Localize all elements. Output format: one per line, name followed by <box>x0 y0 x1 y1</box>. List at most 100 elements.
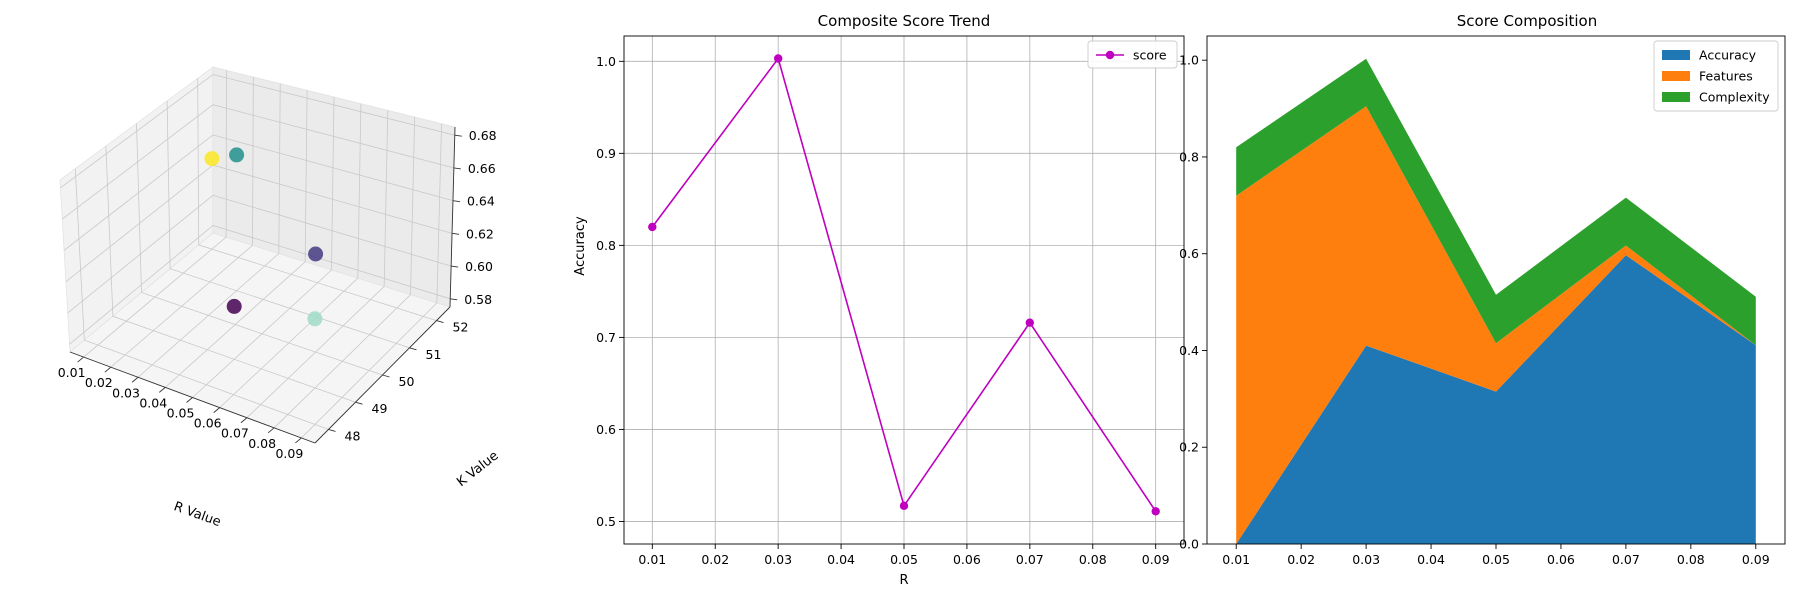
y-tick <box>409 347 417 351</box>
y-tick-label: 0.7 <box>596 330 616 345</box>
y-tick <box>355 401 363 405</box>
y-tick-label: 0.2 <box>1179 440 1199 455</box>
legend-label: score <box>1133 48 1167 63</box>
y-tick-label: 1.0 <box>596 54 616 69</box>
x-tick-label: 0.06 <box>953 552 981 567</box>
legend-marker <box>1105 50 1115 60</box>
y-tick-label: 0.9 <box>596 146 616 161</box>
x-tick-label: 0.09 <box>275 446 303 461</box>
x-tick <box>267 427 275 434</box>
x-tick-label: 0.03 <box>1352 552 1380 567</box>
y-grid-line <box>136 123 383 376</box>
z-grid-line <box>62 104 454 220</box>
z-tick <box>451 232 460 235</box>
x-tick <box>213 407 221 413</box>
y-tick-label: 0.8 <box>596 238 616 253</box>
z-grid-line <box>60 74 455 189</box>
scatter-point <box>308 246 324 262</box>
x-tick-label: 0.09 <box>1142 552 1170 567</box>
x-tick-label: 0.06 <box>194 416 222 431</box>
composition-title: Score Composition <box>1457 12 1597 30</box>
x-tick-label: 0.08 <box>1677 552 1705 567</box>
y-tick-label: 49 <box>372 401 388 416</box>
x-tick <box>186 397 193 403</box>
y-tick <box>382 374 390 378</box>
x-tick-label: 0.06 <box>1547 552 1575 567</box>
x-tick-label: 0.03 <box>764 552 792 567</box>
x-tick <box>131 376 139 383</box>
y-grid-line <box>166 100 410 349</box>
y-tick-label: 0.8 <box>1179 149 1199 164</box>
z-axis-line <box>449 126 456 308</box>
y-tick-label: 1.0 <box>1179 53 1199 68</box>
x-tick <box>104 366 112 373</box>
x-grid-line <box>246 110 389 419</box>
x-tick-label: 0.01 <box>1222 552 1250 567</box>
x-tick-label: 0.01 <box>638 552 666 567</box>
x-grid-line <box>192 96 335 398</box>
scatter-point <box>307 311 323 327</box>
legend-swatch <box>1662 92 1690 102</box>
x-tick <box>77 356 84 363</box>
data-point <box>648 222 657 232</box>
score-composition-panel: Score Composition 0.01 0.02 0.03 0.04 0.05 0.… <box>1179 12 1786 567</box>
x-tick-label: 0.07 <box>1016 552 1044 567</box>
legend-swatch <box>1662 71 1690 81</box>
x-tick-label: 0.05 <box>1482 552 1510 567</box>
x-axis-label: R Value <box>172 499 223 530</box>
x-tick-label: 0.03 <box>112 385 140 400</box>
scatter-3d-panel: 0.010.020.030.040.050.060.070.080.09 48 49… <box>58 66 502 530</box>
legend-swatch <box>1662 50 1690 60</box>
trend-title: Composite Score Trend <box>818 12 991 30</box>
x-tick <box>240 417 248 424</box>
x-tick-label: 0.08 <box>1079 552 1107 567</box>
scatter-point <box>204 151 220 167</box>
y-tick <box>436 320 444 324</box>
x-tick-label: 0.08 <box>248 436 276 451</box>
y-grid-line <box>197 78 437 321</box>
y-tick-label: 48 <box>345 428 361 443</box>
y-tick-label: 0.6 <box>1179 246 1199 261</box>
y-tick-label: 0.0 <box>1179 537 1199 552</box>
y-tick-label: 0.6 <box>596 422 616 437</box>
data-point <box>899 501 909 510</box>
y-tick-label: 52 <box>453 320 469 335</box>
y-tick <box>328 428 336 432</box>
y-grid-line <box>105 146 356 403</box>
x-tick <box>158 387 166 393</box>
y-grid-line <box>74 168 329 430</box>
x-tick <box>295 437 302 444</box>
legend-box <box>1087 40 1178 69</box>
x-tick-label: 0.09 <box>1742 552 1770 567</box>
z-tick <box>453 167 461 170</box>
scatter-point <box>226 298 242 314</box>
z-tick-label: 0.58 <box>464 292 492 307</box>
data-point <box>1025 318 1035 327</box>
legend-label: Accuracy <box>1699 48 1757 63</box>
x-tick-label: 0.05 <box>167 406 195 421</box>
x-tick-label: 0.07 <box>1612 552 1640 567</box>
x-grid-line <box>83 70 227 358</box>
x-tick-label: 0.04 <box>139 395 167 410</box>
x-grid-line <box>110 76 254 368</box>
z-tick <box>452 200 461 203</box>
trend-ylabel: Accuracy <box>573 216 588 276</box>
z-tick-label: 0.60 <box>465 259 493 274</box>
legend-label: Features <box>1699 69 1753 84</box>
x-grid-line <box>273 116 416 429</box>
y-tick-label: 0.5 <box>596 514 616 529</box>
z-tick <box>451 265 459 268</box>
x-grid-line <box>301 123 442 439</box>
x-tick-label: 0.04 <box>827 552 855 567</box>
y-tick-label: 50 <box>399 374 415 389</box>
area-accuracy <box>1236 255 1756 544</box>
data-point <box>774 54 783 63</box>
z-tick-label: 0.62 <box>466 226 494 241</box>
z-tick <box>454 134 462 137</box>
x-tick-label: 0.02 <box>1287 552 1315 567</box>
x-tick-label: 0.07 <box>221 426 249 441</box>
trend-xlabel: R <box>899 573 908 588</box>
x-tick-label: 0.05 <box>890 552 918 567</box>
data-point <box>1151 507 1160 516</box>
